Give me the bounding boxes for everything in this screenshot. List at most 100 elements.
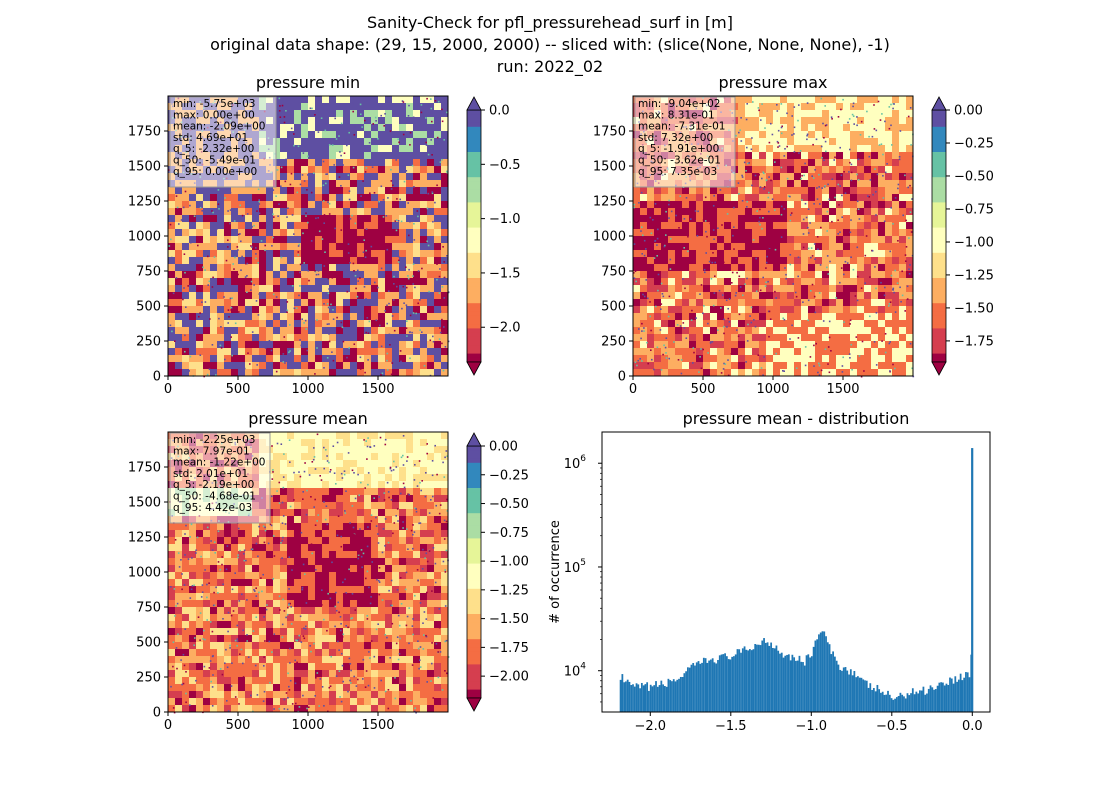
histogram-bar: [954, 676, 957, 712]
y-tick-label: 1750: [593, 125, 626, 140]
y-tick-label: 105: [564, 558, 586, 576]
histogram-bar: [934, 689, 937, 712]
histogram-bar: [772, 647, 774, 712]
suptitle-line-2: original data shape: (29, 15, 2000, 2000…: [210, 35, 890, 54]
histogram-bar: [748, 649, 751, 712]
x-tick-label: −2.0: [635, 719, 667, 734]
suptitle-line-3: run: 2022_02: [496, 57, 604, 76]
y-tick-label: 1750: [128, 461, 161, 476]
colorbar-tick-label: −1.00: [489, 555, 529, 570]
x-tick-label: −1.0: [796, 719, 828, 734]
histogram-bar: [855, 677, 858, 712]
histogram-bar: [619, 679, 622, 712]
y-tick-label: 1000: [593, 230, 626, 245]
x-tick-label: −1.5: [715, 719, 747, 734]
histogram-bar: [653, 685, 656, 712]
histogram-bar: [683, 673, 686, 712]
histogram-bar: [869, 683, 872, 712]
histogram-bar: [926, 693, 928, 712]
histogram-bar: [672, 679, 675, 712]
histogram-bar: [715, 663, 718, 712]
y-tick-label: 750: [136, 265, 161, 280]
histogram-bar: [938, 682, 941, 712]
colorbar-extend-bottom: [931, 361, 947, 376]
histogram-bar: [924, 694, 927, 712]
histogram-bars: [619, 448, 974, 712]
x-tick-label: −0.5: [876, 719, 908, 734]
colorbar-tick-label: 0.00: [489, 440, 518, 455]
stats-line: q_50: -4.68e-01: [173, 491, 256, 503]
histogram-bar: [819, 632, 822, 712]
histogram-bar: [895, 697, 898, 712]
histogram-bar: [816, 639, 819, 712]
histogram-bar: [708, 660, 711, 712]
histogram-bar: [752, 649, 755, 712]
histogram-bar: [832, 651, 834, 712]
colorbar-extend-top: [931, 96, 947, 111]
histogram-bar: [637, 684, 640, 712]
histogram-bar: [860, 677, 863, 712]
y-tick-label: 1500: [128, 496, 161, 511]
histogram-bar: [908, 695, 911, 712]
stats-line: mean: -7.31e-01: [638, 121, 725, 133]
histogram-bar: [750, 650, 753, 712]
histogram-bar: [630, 685, 633, 712]
histogram-bar: [740, 652, 742, 712]
stats-line: std: 7.32e+00: [638, 132, 713, 144]
histogram-bar: [766, 642, 769, 712]
suptitle-line-1: Sanity-Check for pfl_pressurehead_surf i…: [367, 13, 733, 32]
histogram-bar: [881, 691, 884, 712]
histogram-bar: [623, 682, 626, 712]
histogram-bar: [669, 680, 672, 712]
colorbar-extend-bottom: [466, 697, 482, 712]
x-tick-label: 1000: [291, 382, 324, 397]
histogram-bar: [648, 690, 650, 712]
histogram-bar: [872, 688, 875, 712]
histogram-bar: [894, 698, 896, 712]
histogram-bar: [787, 654, 790, 712]
histogram-bar: [773, 648, 776, 712]
stats-line: mean: -1.22e+00: [173, 457, 265, 469]
histogram-bar: [656, 686, 659, 712]
histogram-bar: [717, 660, 719, 712]
panel-title: pressure mean: [248, 409, 368, 428]
histogram-bar: [632, 684, 634, 712]
colorbar-tick-label: −1.0: [489, 212, 521, 227]
y-tick-label: 1750: [128, 125, 161, 140]
histogram-bar: [729, 659, 732, 712]
histogram-bar: [963, 677, 966, 712]
x-tick-label: 0.0: [962, 719, 983, 734]
histogram-bar: [828, 644, 831, 712]
colorbar-tick-label: −0.5: [489, 158, 521, 173]
histogram-bar: [720, 654, 723, 712]
histogram-bar: [825, 636, 827, 712]
histogram-bar: [837, 664, 840, 712]
histogram-bar: [929, 685, 932, 712]
histogram-bar: [892, 699, 895, 712]
histogram-bar: [922, 686, 925, 712]
histogram-bar: [949, 677, 951, 712]
histogram-bar: [695, 662, 698, 712]
histogram-bar: [915, 691, 918, 712]
histogram-bar: [644, 684, 647, 712]
histogram-bar: [844, 667, 847, 712]
histogram-bar: [635, 683, 638, 712]
stats-background: [634, 96, 736, 188]
histogram-bar: [692, 663, 695, 712]
histogram-bar: [911, 688, 914, 712]
histogram-bar: [671, 681, 673, 712]
histogram-bar: [945, 683, 948, 712]
stats-background: [169, 432, 271, 524]
stats-line: q_95: 0.00e+00: [173, 166, 257, 178]
histogram-bar: [849, 669, 852, 712]
histogram-bar: [812, 646, 815, 712]
histogram-bar: [826, 642, 829, 712]
y-tick-label: 750: [136, 601, 161, 616]
histogram-bar: [940, 682, 943, 712]
histogram-bar: [633, 686, 636, 712]
heatmap-image: [168, 432, 450, 714]
histogram-bar: [807, 654, 810, 712]
histogram-bar: [904, 698, 907, 712]
